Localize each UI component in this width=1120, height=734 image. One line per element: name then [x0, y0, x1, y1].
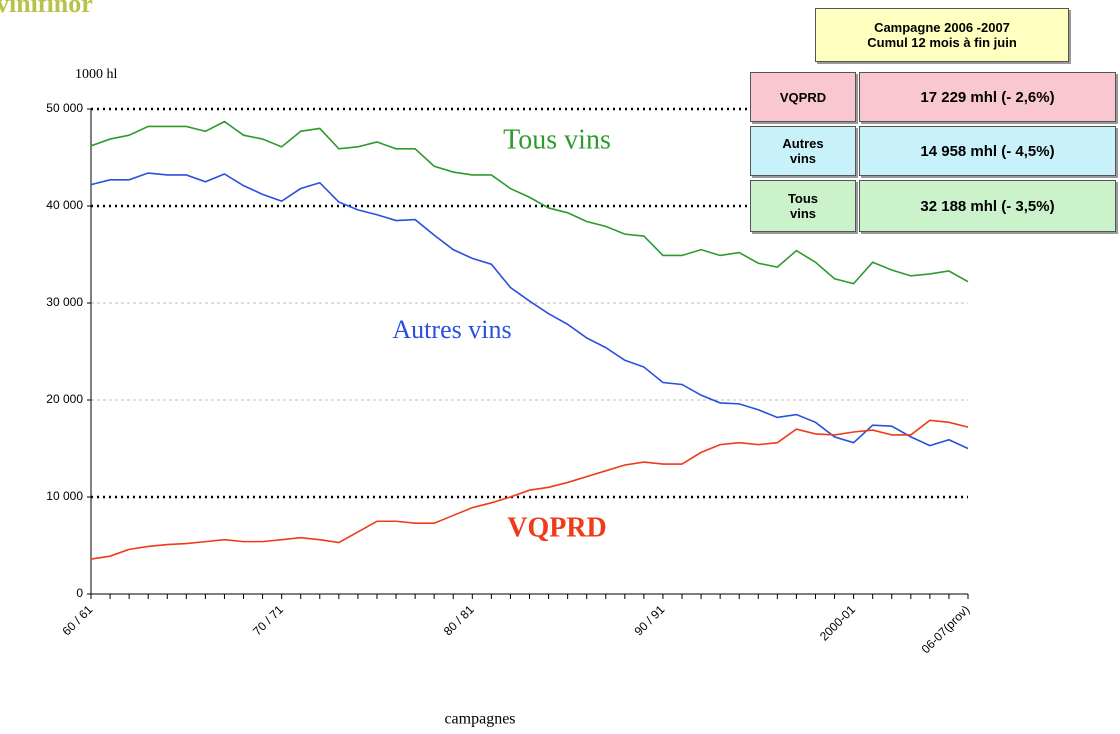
row-value: 14 958 mhl (- 4,5%) — [859, 126, 1116, 176]
x-tick-label: 80 / 81 — [441, 602, 477, 638]
series-label: Tous vins — [503, 124, 611, 155]
y-unit-label: 1000 hl — [75, 67, 118, 82]
row-value: 17 229 mhl (- 2,6%) — [859, 72, 1116, 122]
x-tick-label: 06-07(prov) — [919, 602, 973, 656]
row-label: VQPRD — [750, 72, 856, 122]
header-line: Campagne 2006 -2007 — [874, 20, 1010, 35]
row-label: Autres vins — [750, 126, 856, 176]
x-tick-label: 2000-01 — [817, 602, 858, 643]
x-axis-label: campagnes — [444, 711, 515, 728]
x-tick-label: 70 / 71 — [250, 602, 286, 638]
y-tick-label: 0 — [76, 586, 83, 600]
series-line — [90, 172, 969, 450]
series-label: VQPRD — [507, 512, 607, 543]
brand: vinifinor — [0, 0, 93, 18]
row-value: 32 188 mhl (- 3,5%) — [859, 180, 1116, 232]
x-tick-label: 60 / 61 — [60, 602, 96, 638]
y-tick-label: 30 000 — [46, 295, 83, 309]
y-tick-label: 50 000 — [46, 101, 83, 115]
summary-header: Campagne 2006 -2007 Cumul 12 mois à fin … — [815, 8, 1069, 62]
y-tick-label: 10 000 — [46, 489, 83, 503]
row-label: Tous vins — [750, 180, 856, 232]
x-tick-label: 90 / 91 — [631, 602, 667, 638]
y-tick-label: 40 000 — [46, 198, 83, 212]
series-line — [90, 120, 969, 285]
header-line: Cumul 12 mois à fin juin — [867, 35, 1017, 50]
series-line — [90, 419, 969, 560]
y-tick-label: 20 000 — [46, 392, 83, 406]
series-label: Autres vins — [392, 315, 511, 344]
